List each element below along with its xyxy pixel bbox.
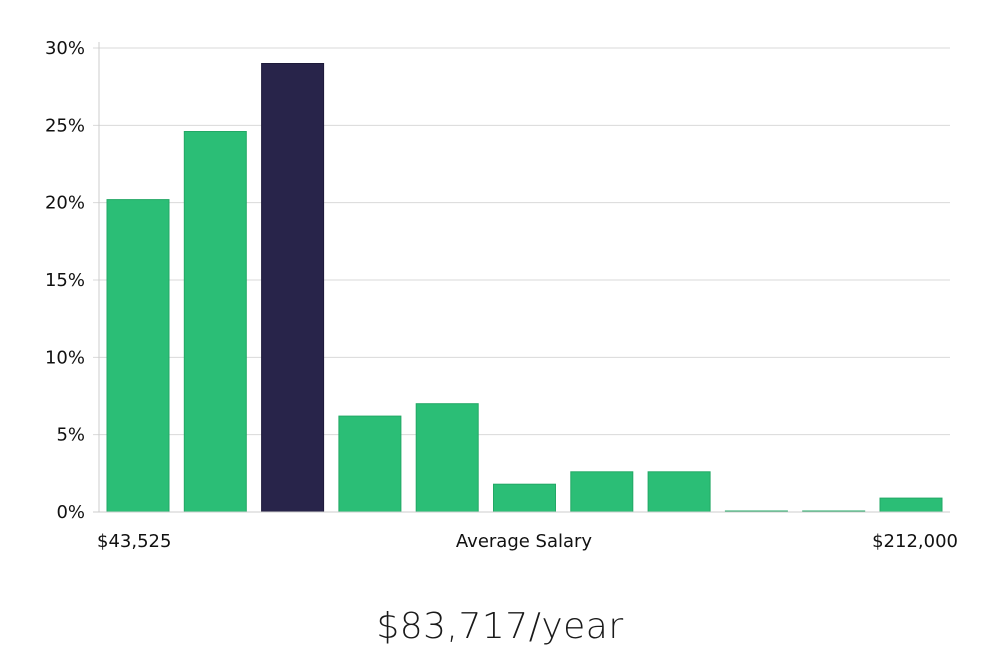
y-tick-label: 15% xyxy=(45,270,85,291)
x-axis-title: Average Salary xyxy=(456,531,593,552)
y-tick-label: 5% xyxy=(56,425,85,446)
bar-7 xyxy=(570,471,634,513)
x-axis-min-label: $43,525 xyxy=(97,531,171,552)
bar-5 xyxy=(415,403,479,513)
axis-labels: $43,525 Average Salary $212,000 xyxy=(97,531,958,552)
bar-8 xyxy=(647,471,711,513)
y-tick-label: 10% xyxy=(45,347,85,368)
y-tick-label: 25% xyxy=(45,115,85,136)
y-tick-label: 20% xyxy=(45,193,85,214)
bar-2 xyxy=(183,131,247,513)
salary-distribution-chart: 0% 5% 10% 15% 20% 25% 30% $43,525 Average Sala… xyxy=(45,38,958,552)
bar-1 xyxy=(106,199,170,513)
bar-6 xyxy=(493,483,556,513)
x-axis-max-label: $212,000 xyxy=(872,531,958,552)
y-tick-label: 0% xyxy=(56,502,85,523)
y-tick-label: 30% xyxy=(45,38,85,59)
average-salary-headline: $83,717/year xyxy=(376,606,624,647)
bars xyxy=(106,63,943,513)
bar-11 xyxy=(879,497,943,513)
bar-4 xyxy=(338,415,402,513)
bar-highlighted xyxy=(261,63,325,513)
axes: 0% 5% 10% 15% 20% 25% 30% xyxy=(45,38,950,523)
